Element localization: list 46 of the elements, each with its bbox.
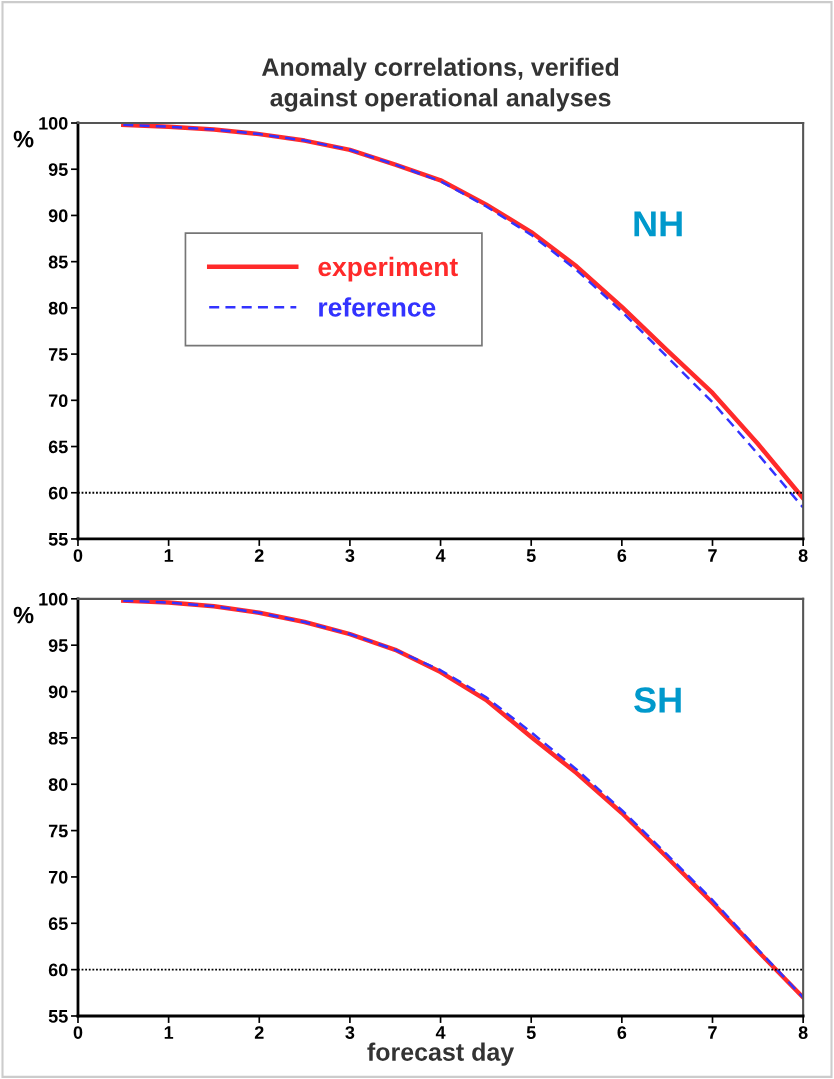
y-tick-label: 85 bbox=[48, 731, 68, 745]
x-tick-label: 8 bbox=[798, 1026, 808, 1039]
annotation: SH bbox=[634, 687, 681, 713]
y-axis-title: % bbox=[13, 130, 34, 148]
x-tick-label: 7 bbox=[708, 1026, 717, 1039]
y-tick-label: 55 bbox=[48, 533, 68, 546]
y-tick-label: 90 bbox=[48, 685, 68, 699]
y-tick-label: 60 bbox=[48, 486, 68, 500]
y-tick-label: 100 bbox=[39, 592, 68, 606]
x-tick-label: 0 bbox=[73, 1026, 83, 1039]
y-tick-label: 70 bbox=[48, 870, 68, 884]
x-tick-label: 4 bbox=[435, 1026, 446, 1039]
x-tick-label: 1 bbox=[164, 1026, 174, 1039]
y-tick-label: 75 bbox=[48, 824, 68, 838]
y-tick-label: 65 bbox=[48, 917, 68, 931]
y-tick-label: 95 bbox=[48, 163, 68, 176]
x-tick-label: 3 bbox=[345, 549, 355, 562]
x-tick-label: 1 bbox=[164, 549, 174, 562]
annotation: NH bbox=[634, 211, 682, 237]
chart-title: Anomaly correlations, verified against operational analyses bbox=[261, 57, 619, 112]
x-tick-label: 0 bbox=[73, 549, 83, 562]
y-tick-label: 60 bbox=[48, 963, 68, 977]
x-tick-label: 3 bbox=[345, 1026, 355, 1039]
x-tick-label: 2 bbox=[254, 549, 264, 562]
y-tick-label: 75 bbox=[48, 348, 68, 361]
y-tick-label: 100 bbox=[39, 116, 68, 130]
y-tick-label: 70 bbox=[48, 394, 68, 408]
y-tick-label: 80 bbox=[48, 778, 68, 791]
y-tick-label: 55 bbox=[48, 1010, 68, 1023]
y-axis-title: % bbox=[13, 606, 34, 624]
x-tick-label: 6 bbox=[617, 1026, 627, 1039]
x-tick-label: 6 bbox=[617, 549, 627, 562]
y-tick-label: 65 bbox=[48, 440, 68, 454]
y-tick-label: 80 bbox=[48, 301, 68, 315]
x-tick-label: 4 bbox=[435, 549, 446, 562]
y-tick-label: 95 bbox=[48, 639, 68, 652]
legend-label: experiment bbox=[318, 256, 458, 282]
x-tick-label: 5 bbox=[526, 1026, 536, 1039]
x-axis-title: forecast day bbox=[367, 1042, 515, 1066]
legend-label: reference bbox=[319, 297, 436, 317]
x-tick-label: 5 bbox=[526, 549, 536, 562]
y-tick-label: 90 bbox=[48, 209, 68, 223]
x-tick-label: 7 bbox=[708, 549, 717, 562]
x-tick-label: 8 bbox=[798, 549, 808, 562]
y-tick-label: 85 bbox=[48, 255, 68, 269]
x-tick-label: 2 bbox=[254, 1026, 264, 1039]
